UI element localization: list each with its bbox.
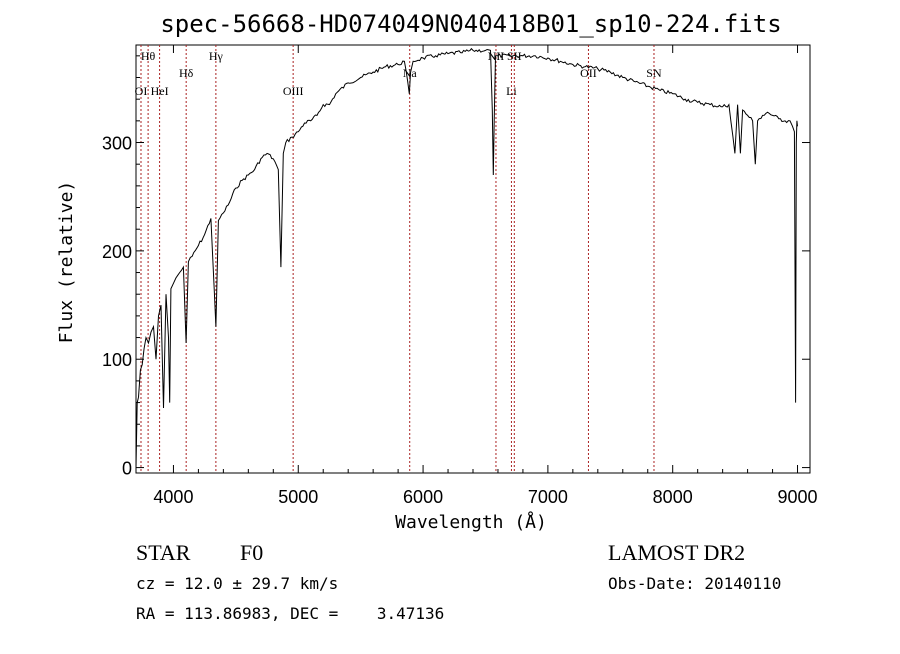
marker-label-9: SII (507, 49, 522, 63)
x-tick-label-0: 4000 (153, 487, 193, 507)
marker-label-10: OII (580, 66, 597, 80)
y-tick-label-1: 100 (102, 350, 132, 370)
spectral-subclass: F0 (240, 540, 263, 565)
observation-date: Obs-Date: 20140110 (608, 574, 781, 593)
y-tick-label-3: 300 (102, 134, 132, 154)
x-tick-label-5: 9000 (777, 487, 817, 507)
x-tick-label-3: 7000 (528, 487, 568, 507)
marker-label-0: Hθ (141, 49, 156, 63)
marker-label-1: OI (135, 84, 148, 98)
y-tick-label-0: 0 (122, 459, 132, 479)
y-axis-label: Flux (relative) (56, 181, 77, 344)
object-type: STAR (136, 540, 191, 565)
chart-title: spec-56668-HD074049N040418B01_sp10-224.f… (160, 10, 781, 38)
marker-label-3: Hδ (179, 66, 194, 80)
x-axis-label: Wavelength (Å) (395, 511, 547, 533)
survey-name: LAMOST DR2 (608, 540, 745, 565)
marker-label-2: HeI (151, 84, 169, 98)
marker-label-4: Hγ (209, 49, 224, 63)
marker-label-5: OIII (283, 84, 304, 98)
marker-label-11: SN (646, 66, 662, 80)
spectrum-series-line (135, 47, 798, 468)
coordinates-readout: RA = 113.86983, DEC = 3.47136 (136, 604, 444, 623)
x-tick-label-4: 8000 (653, 487, 693, 507)
y-tick-label-2: 200 (102, 242, 132, 262)
x-tick-label-2: 6000 (403, 487, 443, 507)
axes: 4000 5000 6000 7000 8000 9000 0 100 200 300 (102, 45, 818, 507)
marker-label-8: Li (506, 84, 517, 98)
redshift-readout: cz = 12.0 ± 29.7 km/s (136, 574, 338, 593)
plot-frame (135, 44, 811, 474)
x-tick-label-1: 5000 (278, 487, 318, 507)
